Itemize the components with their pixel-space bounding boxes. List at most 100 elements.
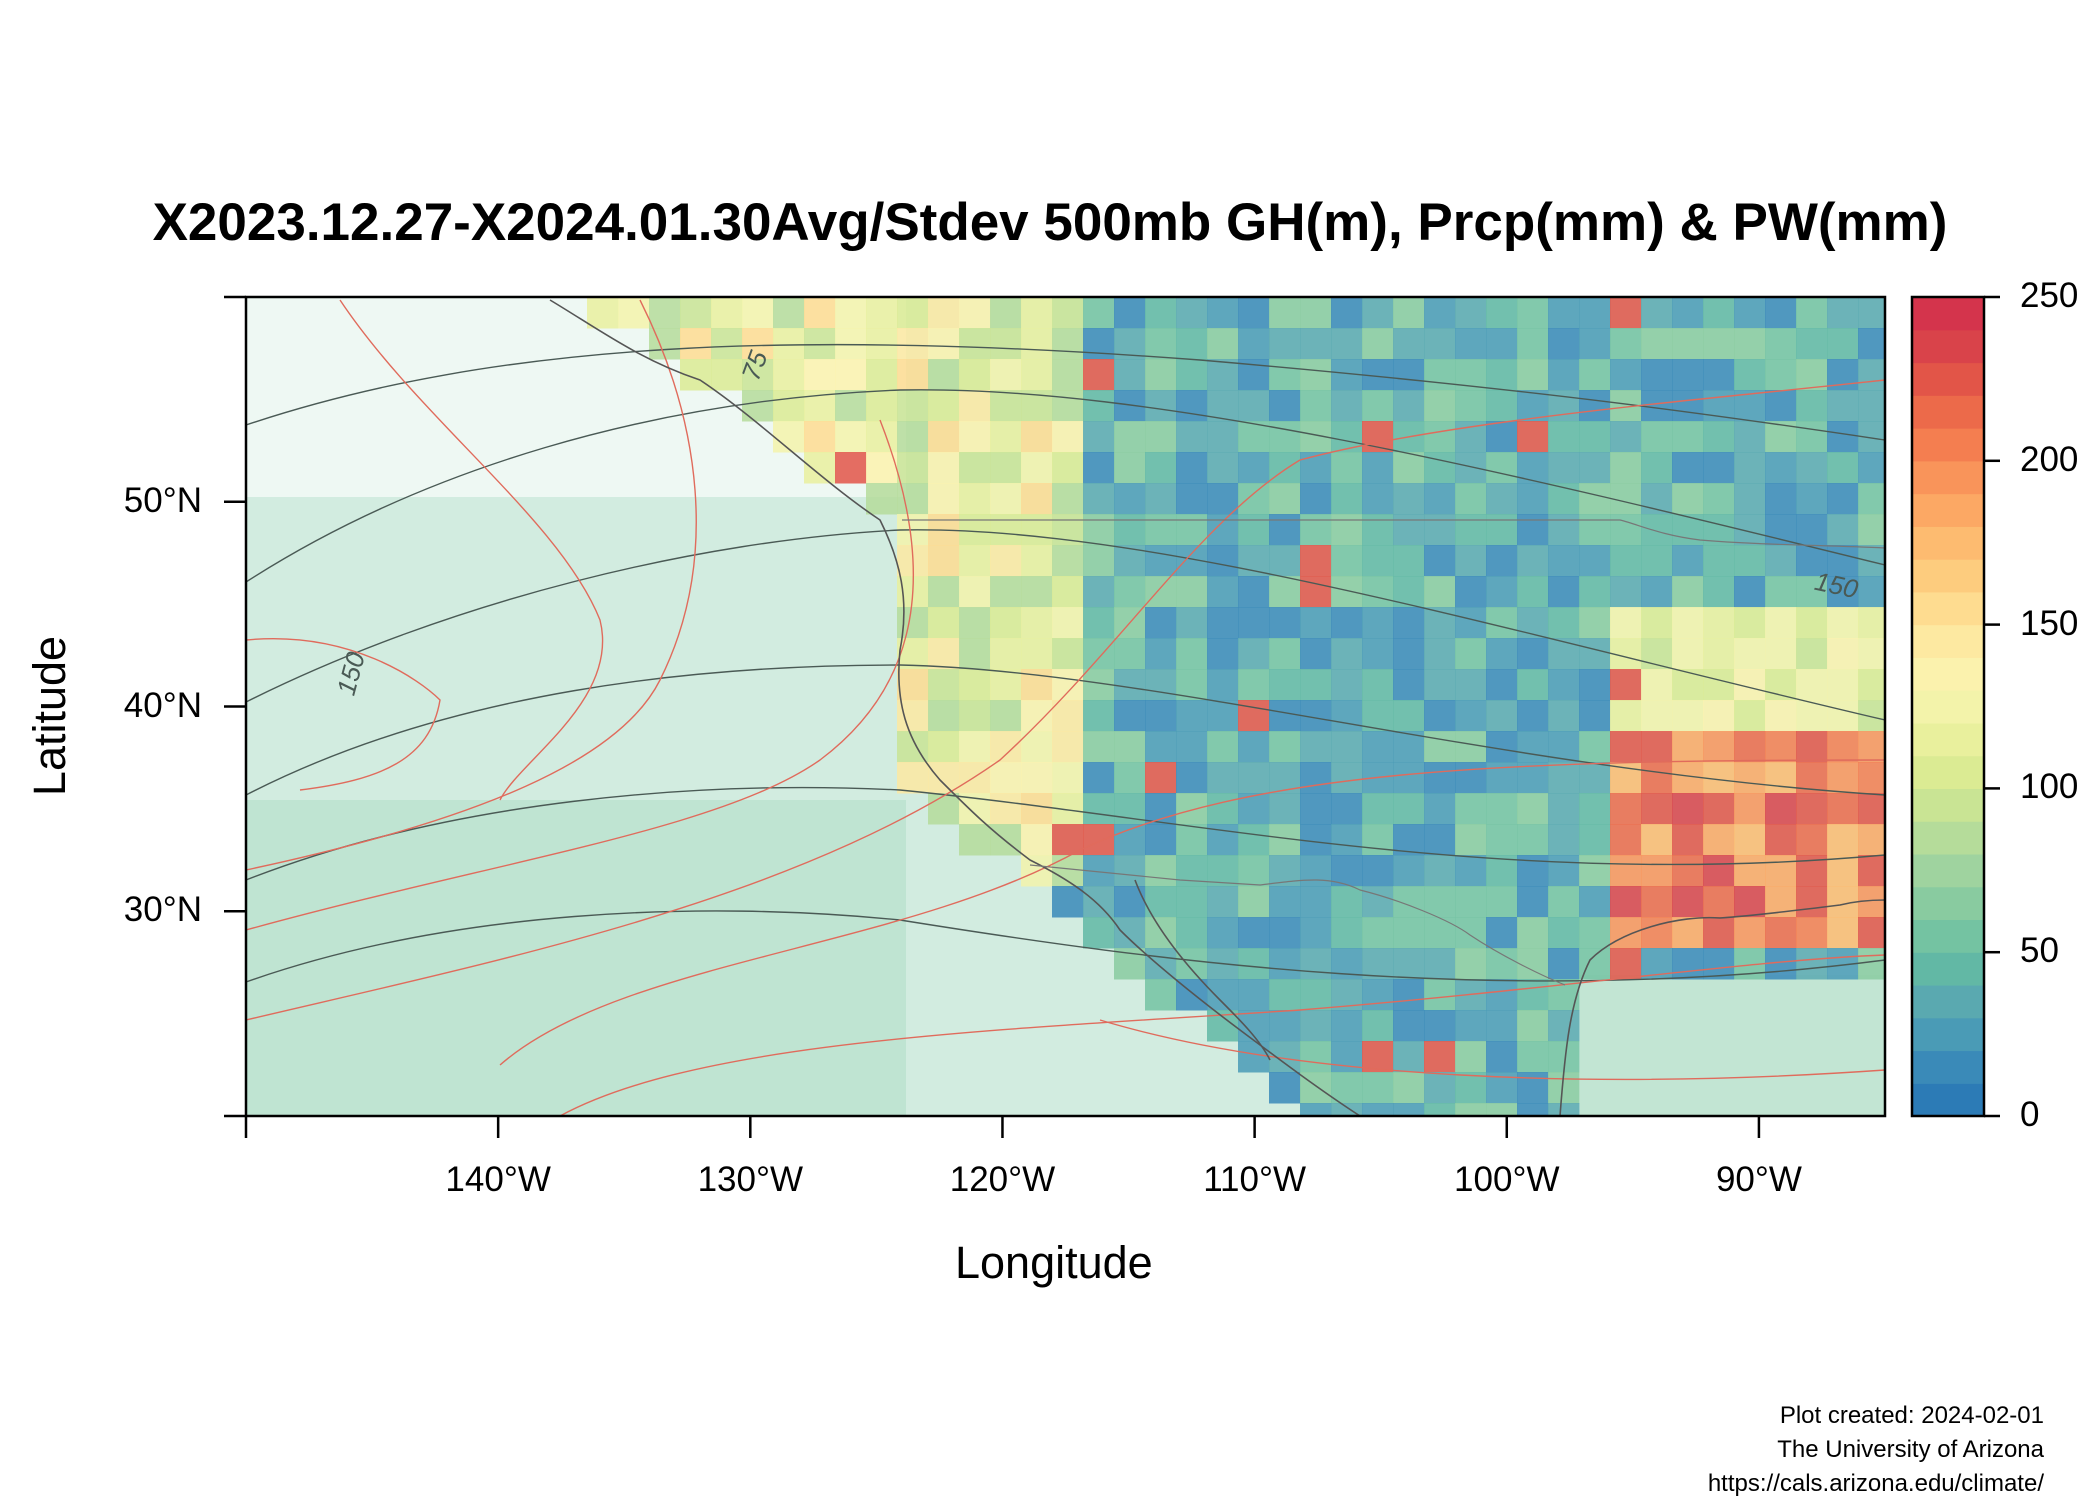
precip-cell <box>1021 576 1053 608</box>
precip-cell <box>835 452 867 484</box>
precip-cell <box>1362 297 1394 329</box>
precip-cell <box>1083 452 1115 484</box>
precip-cell <box>1021 514 1053 546</box>
colorbar-tick-label: 100 <box>2020 767 2079 807</box>
colorbar-swatch <box>1912 624 1984 658</box>
precip-cell <box>1021 328 1053 360</box>
precip-cell <box>1517 545 1549 577</box>
precip-cell <box>1362 328 1394 360</box>
precip-cell <box>1734 917 1766 949</box>
precip-cell <box>1176 390 1208 422</box>
precip-cell <box>1796 917 1828 949</box>
precip-cell <box>1517 1103 1549 1116</box>
precip-cell <box>1486 421 1518 453</box>
precip-cell <box>1610 328 1642 360</box>
precip-cell <box>990 607 1022 639</box>
precip-cell <box>1827 545 1859 577</box>
precip-cell <box>1083 886 1115 918</box>
precip-cell <box>1703 917 1735 949</box>
precip-cell <box>1703 328 1735 360</box>
precip-cell <box>1796 824 1828 856</box>
precip-cell <box>1858 607 1885 639</box>
precip-cell <box>897 638 929 670</box>
precip-cell <box>1145 576 1177 608</box>
precip-cell <box>1052 359 1084 391</box>
precip-cell <box>1300 328 1332 360</box>
precip-cell <box>1269 452 1301 484</box>
precip-cell <box>1858 576 1885 608</box>
precip-cell <box>866 359 898 391</box>
precip-cell <box>1083 514 1115 546</box>
precip-cell <box>959 762 991 794</box>
precip-cell <box>1672 793 1704 825</box>
precip-cell <box>1083 421 1115 453</box>
colorbar-swatch <box>1912 493 1984 527</box>
precip-cell <box>1579 483 1611 515</box>
precip-cell <box>1703 545 1735 577</box>
precip-cell <box>835 421 867 453</box>
precip-cell <box>1114 421 1146 453</box>
precipitation-grid <box>587 297 1885 1116</box>
precip-cell <box>1393 638 1425 670</box>
precip-cell <box>1300 1010 1332 1042</box>
precip-cell <box>1858 793 1885 825</box>
precip-cell <box>773 390 805 422</box>
precip-cell <box>1145 607 1177 639</box>
precip-cell <box>1393 545 1425 577</box>
precip-cell <box>742 390 774 422</box>
precip-cell <box>1145 452 1177 484</box>
precip-cell <box>1455 514 1487 546</box>
precip-cell <box>1052 576 1084 608</box>
precip-cell <box>1362 483 1394 515</box>
precip-cell <box>1052 297 1084 329</box>
precip-cell <box>1052 483 1084 515</box>
precip-cell <box>1486 328 1518 360</box>
precip-cell <box>1734 545 1766 577</box>
precip-cell <box>1331 421 1363 453</box>
precip-cell <box>1672 421 1704 453</box>
precip-cell <box>1455 793 1487 825</box>
precip-cell <box>1486 390 1518 422</box>
precip-cell <box>1300 669 1332 701</box>
precip-cell <box>1207 421 1239 453</box>
precip-cell <box>1517 1072 1549 1104</box>
precip-cell <box>1269 359 1301 391</box>
colorbar-tick-label: 50 <box>2020 931 2059 971</box>
precip-cell <box>1486 793 1518 825</box>
credit-url: https://cals.arizona.edu/climate/ <box>1707 1470 2044 1497</box>
precip-cell <box>928 638 960 670</box>
precip-cell <box>1672 514 1704 546</box>
precip-cell <box>1362 1041 1394 1073</box>
precip-cell <box>1393 1041 1425 1073</box>
precip-cell <box>1393 948 1425 980</box>
precip-cell <box>1300 297 1332 329</box>
precip-cell <box>1114 483 1146 515</box>
precip-cell <box>990 483 1022 515</box>
precip-cell <box>1548 762 1580 794</box>
precip-cell <box>1269 545 1301 577</box>
precip-cell <box>1858 483 1885 515</box>
precip-cell <box>1021 452 1053 484</box>
precip-cell <box>1486 297 1518 329</box>
precip-cell <box>1176 824 1208 856</box>
precip-cell <box>1827 607 1859 639</box>
precip-cell <box>1827 855 1859 887</box>
precip-cell <box>1021 824 1053 856</box>
precip-cell <box>1269 793 1301 825</box>
precip-cell <box>1455 762 1487 794</box>
precip-cell <box>1145 483 1177 515</box>
precip-cell <box>1300 514 1332 546</box>
precip-cell <box>897 762 929 794</box>
precip-cell <box>1796 297 1828 329</box>
precip-cell <box>1610 669 1642 701</box>
precip-cell <box>1517 452 1549 484</box>
precip-cell <box>1858 948 1885 980</box>
precip-cell <box>1331 607 1363 639</box>
precip-cell <box>1548 1010 1580 1042</box>
precip-cell <box>1455 1103 1487 1116</box>
precip-cell <box>1238 824 1270 856</box>
precip-cell <box>1083 328 1115 360</box>
precip-cell <box>1393 1072 1425 1104</box>
precip-cell <box>1579 514 1611 546</box>
precip-cell <box>928 452 960 484</box>
